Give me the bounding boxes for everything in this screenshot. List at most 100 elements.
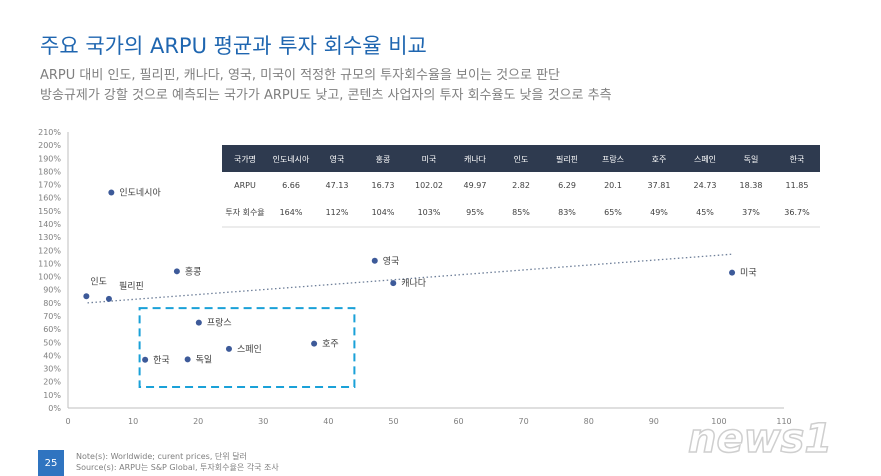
table-cell: ARPU (234, 181, 256, 190)
page-number: 25 (38, 450, 64, 476)
data-point (83, 293, 90, 300)
data-point-label: 영국 (383, 256, 400, 267)
data-point-label: 프랑스 (207, 317, 232, 329)
data-point (311, 340, 318, 347)
table-cell: 65% (604, 208, 622, 217)
y-tick-label: 50% (43, 338, 61, 347)
y-tick-label: 40% (43, 351, 61, 360)
y-tick-label: 110% (38, 259, 61, 268)
x-tick-label: 20 (193, 417, 203, 426)
table-cell: 16.73 (372, 181, 395, 190)
y-tick-label: 200% (38, 141, 61, 150)
data-point (184, 356, 191, 363)
data-point (105, 295, 112, 302)
table-cell: 95% (466, 208, 484, 217)
table-cell: 37.81 (648, 181, 671, 190)
table-header-cell: 프랑스 (602, 154, 624, 164)
table-cell: 85% (512, 208, 530, 217)
table-cell: 24.73 (694, 181, 717, 190)
table-header-cell: 호주 (652, 155, 667, 164)
x-tick-label: 110 (776, 417, 791, 426)
table-header-cell: 스페인 (694, 154, 716, 164)
y-tick-label: 120% (38, 246, 61, 255)
subtitle-line-1: ARPU 대비 인도, 필리핀, 캐나다, 영국, 미국이 적정한 규모의 투자… (40, 68, 560, 83)
table-cell: 103% (418, 208, 441, 217)
data-point-label: 캐나다 (401, 278, 427, 289)
y-tick-label: 150% (38, 207, 61, 216)
footnote-note: Note(s): Worldwide; curent prices, 단위 달러 (76, 452, 247, 461)
data-point-label: 스페인 (237, 344, 262, 355)
y-tick-label: 20% (43, 378, 61, 387)
footnotes: Note(s): Worldwide; curent prices, 단위 달러… (76, 451, 279, 473)
table-cell: 18.38 (740, 181, 763, 190)
y-tick-label: 10% (43, 391, 61, 400)
table-cell: 102.02 (415, 181, 443, 190)
data-point (390, 280, 397, 287)
table-header-cell: 캐나다 (464, 155, 487, 164)
x-tick-label: 50 (388, 417, 398, 426)
y-tick-label: 90% (43, 286, 61, 295)
table-cell: 투자 회수율 (225, 208, 264, 217)
page-title: 주요 국가의 ARPU 평균과 투자 회수율 비교 (40, 34, 427, 58)
y-tick-label: 160% (38, 194, 61, 203)
data-point-label: 필리핀 (119, 280, 144, 292)
table-cell: 83% (558, 208, 576, 217)
table-header-cell: 인도 (514, 154, 529, 164)
x-tick-label: 30 (258, 417, 268, 426)
data-point (195, 319, 202, 326)
table-header-cell: 필리핀 (556, 154, 578, 164)
table-cell: 37% (742, 208, 760, 217)
table-cell: 6.29 (558, 181, 576, 190)
highlight-box (138, 307, 356, 388)
table-header-cell: 미국 (422, 155, 437, 164)
data-point (108, 189, 115, 196)
table-cell: 11.85 (786, 181, 809, 190)
table-cell: 49.97 (464, 181, 487, 190)
x-tick-label: 60 (453, 417, 463, 426)
y-tick-label: 60% (43, 325, 61, 334)
x-tick-label: 80 (584, 417, 594, 426)
table-header-cell: 인도네시아 (273, 154, 310, 164)
table-cell: 164% (280, 208, 303, 217)
data-point-label: 인도 (90, 276, 107, 287)
data-point-label: 인도네시아 (119, 187, 161, 198)
y-tick-label: 190% (38, 154, 61, 163)
news1-watermark-logo: news1 (688, 415, 833, 463)
table-header-cell: 영국 (330, 154, 345, 164)
x-tick-label: 100 (711, 417, 726, 426)
data-point-label: 한국 (153, 355, 170, 366)
footnote-source: Source(s): ARPU는 S&P Global, 투자회수율은 각국 조… (76, 463, 279, 472)
table-cell: 6.66 (282, 181, 300, 190)
data-point-label: 미국 (740, 268, 757, 279)
y-tick-label: 180% (38, 167, 61, 176)
table-header-cell: 한국 (790, 155, 805, 164)
table-cell: 2.82 (512, 181, 530, 190)
data-point-label: 홍콩 (185, 265, 202, 277)
data-point-label: 호주 (322, 339, 339, 350)
table-cell: 112% (326, 208, 349, 217)
y-tick-label: 130% (38, 233, 61, 242)
x-tick-label: 0 (65, 417, 70, 426)
data-point (173, 268, 180, 275)
data-point (225, 345, 232, 352)
table-header-bg (222, 145, 820, 172)
y-tick-label: 70% (43, 312, 61, 321)
x-tick-label: 70 (519, 417, 529, 426)
table-cell: 104% (372, 208, 395, 217)
table-cell: 49% (650, 208, 668, 217)
y-tick-label: 0% (48, 404, 61, 413)
table-cell: 20.1 (604, 181, 622, 190)
table-cell: 36.7% (784, 208, 810, 217)
y-tick-label: 80% (43, 299, 61, 308)
data-point-label: 독일 (196, 354, 213, 365)
watermark-text: news1 (688, 416, 832, 462)
data-point (371, 257, 378, 264)
table-header-cell: 독일 (744, 155, 759, 164)
y-tick-label: 170% (38, 181, 61, 190)
table-cell: 47.13 (326, 181, 349, 190)
subtitle-line-2: 방송규제가 강할 것으로 예측되는 국가가 ARPU도 낮고, 콘텐츠 사업자의… (40, 88, 612, 103)
data-point (729, 269, 736, 276)
x-tick-label: 90 (649, 417, 659, 426)
y-tick-label: 100% (38, 273, 61, 282)
